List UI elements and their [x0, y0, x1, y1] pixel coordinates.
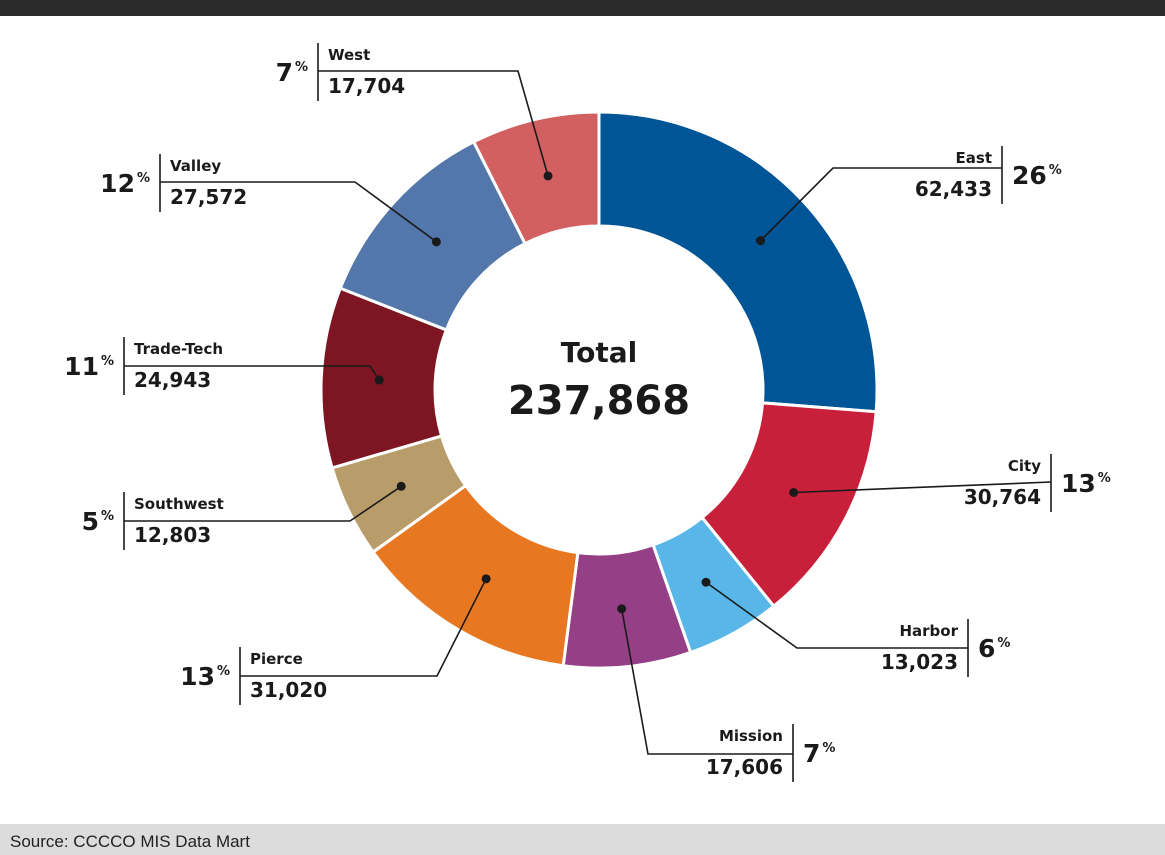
- leader-line-west: [318, 70, 549, 177]
- slice-percent-label: 26: [1012, 161, 1047, 190]
- leader-dot-pierce: [481, 574, 491, 584]
- slice-percent-sign: %: [217, 664, 230, 679]
- leader-line-pierce: [240, 578, 487, 677]
- donut-chart: East 62,433 26 % City 30,764 13 % Harbor 13,023 6%…: [64, 43, 1111, 782]
- slice-name-label: East: [956, 149, 992, 167]
- slice-name-label: City: [1008, 457, 1041, 475]
- top-bar: [0, 0, 1165, 16]
- slice-value-label: 30,764: [964, 485, 1041, 509]
- leader-dot-west: [543, 171, 553, 181]
- center-total-value: 237,868: [508, 378, 690, 424]
- slice-value-label: 17,704: [328, 74, 405, 98]
- slice-percent-sign: %: [295, 60, 308, 75]
- center-title: Total: [561, 336, 638, 369]
- slice-percent-sign: %: [101, 509, 114, 524]
- leader-line-mission: [620, 608, 793, 755]
- slice-value-label: 31,020: [250, 678, 327, 702]
- slice-percent-label: 5: [82, 507, 99, 536]
- leader-line-trade-tech: [124, 365, 380, 381]
- slice-name-label: Mission: [719, 727, 783, 745]
- slice-percent-label: 7: [276, 58, 293, 87]
- slice-percent-sign: %: [1098, 471, 1111, 486]
- leader-line-valley: [160, 181, 437, 243]
- slice-value-label: 13,023: [881, 650, 958, 674]
- slice-percent-sign: %: [137, 171, 150, 186]
- slice-name-label: Trade-Tech: [134, 340, 223, 358]
- slice-name-label: West: [328, 46, 370, 64]
- slice-name-label: Harbor: [899, 622, 958, 640]
- slice-percent-label: 7: [803, 739, 820, 768]
- leader-line-east: [759, 167, 1002, 242]
- slice-value-label: 24,943: [134, 368, 211, 392]
- leader-line-southwest: [124, 485, 402, 522]
- leader-dot-city: [789, 487, 799, 497]
- slice-percent-label: 13: [1061, 469, 1096, 498]
- slice-percent-sign: %: [101, 354, 114, 369]
- slice-percent-label: 11: [64, 352, 99, 381]
- slice-percent-label: 6: [978, 634, 995, 663]
- slice-value-label: 27,572: [170, 185, 247, 209]
- slice-percent-label: 12: [100, 169, 135, 198]
- source-note: Source: CCCCO MIS Data Mart: [10, 832, 250, 851]
- leader-dot-trade-tech: [374, 375, 384, 385]
- slice-percent-sign: %: [997, 636, 1010, 651]
- leader-dot-east: [756, 236, 766, 246]
- slice-percent-sign: %: [822, 741, 835, 756]
- slice-value-label: 12,803: [134, 523, 211, 547]
- leader-line-city: [793, 481, 1052, 494]
- slice-name-label: Southwest: [134, 495, 224, 513]
- footer: Source: CCCCO MIS Data Mart: [0, 824, 1165, 855]
- slice-west: [471, 110, 601, 246]
- slice-name-label: Pierce: [250, 650, 303, 668]
- slice-percent-sign: %: [1049, 163, 1062, 178]
- leader-line-harbor: [705, 581, 968, 649]
- leader-dot-mission: [617, 604, 627, 614]
- leader-dot-southwest: [396, 481, 406, 491]
- leader-dot-valley: [431, 237, 441, 247]
- slice-value-label: 62,433: [915, 177, 992, 201]
- leader-dot-harbor: [701, 577, 711, 587]
- slice-percent-label: 13: [180, 662, 215, 691]
- slice-value-label: 17,606: [706, 755, 783, 779]
- slice-east: [597, 110, 879, 414]
- slice-name-label: Valley: [170, 157, 221, 175]
